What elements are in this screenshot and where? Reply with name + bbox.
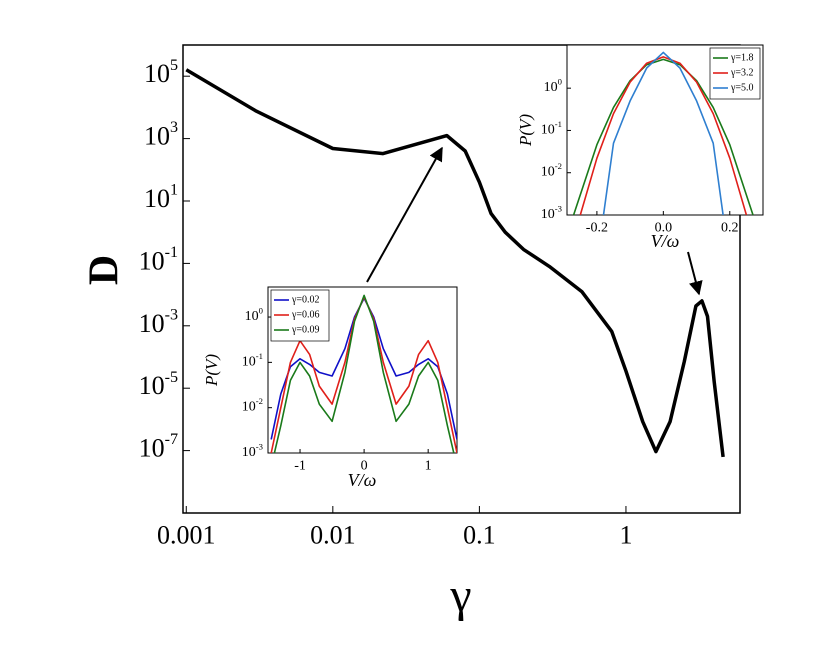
data-line (602, 51, 724, 215)
y-tick-label: 103 (144, 119, 178, 151)
plot-1: γ=1.8 γ=3.2 γ=5.0 V/ω P(V) (516, 44, 764, 251)
data-line (579, 56, 748, 215)
x-axis-label: γ (449, 569, 471, 622)
arrow (687, 251, 703, 296)
y-tick-label: 10-2 (242, 396, 263, 415)
x-tick-label: -0.2 (586, 221, 608, 236)
data-line (185, 68, 725, 458)
y-tick-label: 101 (144, 181, 178, 213)
y-axis-label: P(V) (202, 354, 221, 387)
y-tick-label: 10-2 (541, 161, 562, 180)
x-tick-label: -1 (294, 459, 306, 474)
arrow (366, 146, 443, 283)
plot-2: γ=0.02 γ=0.06 γ=0.09 V/ω P(V) (202, 286, 458, 490)
data-line (572, 58, 754, 215)
x-tick-label: 0.01 (310, 521, 356, 550)
x-tick-label: 1 (425, 459, 432, 474)
x-tick-label: 0.1 (463, 521, 496, 550)
y-tick-label: 10-3 (139, 306, 178, 338)
legend-label: γ=1.8 (730, 52, 754, 63)
x-tick-label: 0 (361, 459, 368, 474)
y-tick-label: 10-1 (139, 244, 178, 276)
y-tick-label: 10-5 (139, 369, 178, 401)
y-tick-label: 10-3 (242, 441, 263, 460)
x-axis-label: V/ω (651, 231, 680, 251)
legend-label: γ=5.0 (730, 82, 754, 93)
y-tick-label: 10-7 (139, 431, 178, 463)
y-axis-label: P(V) (516, 114, 535, 147)
y-tick-label: 100 (544, 77, 562, 96)
legend-label: γ=0.06 (291, 309, 320, 320)
y-tick-label: 10-1 (242, 351, 263, 370)
x-tick-label: 1 (619, 521, 632, 550)
x-tick-label: 0.001 (157, 521, 216, 550)
x-tick-label: 0.0 (655, 221, 673, 236)
y-axis-label: D (82, 255, 128, 285)
legend-label: γ=0.02 (291, 294, 320, 305)
y-tick-label: 105 (144, 57, 178, 89)
x-tick-label: 0.2 (721, 221, 739, 236)
y-tick-label: 100 (245, 305, 263, 324)
y-tick-label: 10-1 (541, 119, 562, 138)
x-axis-label: V/ω (348, 470, 377, 490)
legend-label: γ=0.09 (291, 324, 320, 335)
y-tick-label: 10-3 (541, 203, 562, 222)
legend-label: γ=3.2 (730, 67, 754, 78)
data-line (273, 294, 455, 453)
